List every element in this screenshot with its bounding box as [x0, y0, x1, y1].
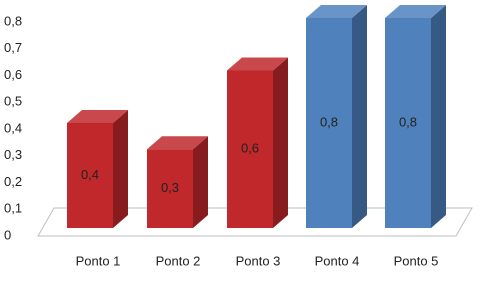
y-tick-label: 0,6: [4, 67, 22, 82]
x-tick-label: Ponto 2: [156, 253, 201, 268]
bar-side: [431, 5, 446, 228]
bar-top: [385, 5, 446, 18]
bar: [147, 149, 193, 228]
bar: [227, 70, 273, 228]
bar-top: [306, 5, 367, 18]
data-label: 0,4: [81, 167, 99, 182]
x-tick-label: Ponto 5: [394, 253, 439, 268]
y-tick-label: 0: [4, 227, 11, 242]
x-tick-label: Ponto 1: [76, 253, 121, 268]
bar: [67, 123, 113, 228]
y-tick-label: 0,1: [4, 201, 22, 216]
data-label: 0,8: [320, 114, 338, 129]
bar: [385, 18, 431, 228]
y-tick-label: 0,8: [4, 13, 22, 28]
bar-top: [67, 110, 128, 123]
bar-top: [227, 57, 288, 71]
y-tick-label: 0,4: [4, 120, 22, 135]
data-label: 0,8: [399, 114, 417, 129]
bar-side: [352, 5, 367, 228]
bar-side: [273, 57, 288, 228]
bar: [306, 18, 352, 228]
bar-top: [147, 136, 208, 150]
data-label: 0,6: [241, 141, 259, 156]
y-tick-label: 0,5: [4, 94, 22, 109]
bar-side: [193, 136, 208, 228]
bar-side: [113, 110, 128, 228]
y-tick-label: 0,7: [4, 40, 22, 55]
y-tick-label: 0,2: [4, 174, 22, 189]
x-tick-label: Ponto 3: [236, 253, 281, 268]
y-tick-label: 0,3: [4, 147, 22, 162]
data-label: 0,3: [161, 180, 179, 195]
x-tick-label: Ponto 4: [315, 253, 360, 268]
